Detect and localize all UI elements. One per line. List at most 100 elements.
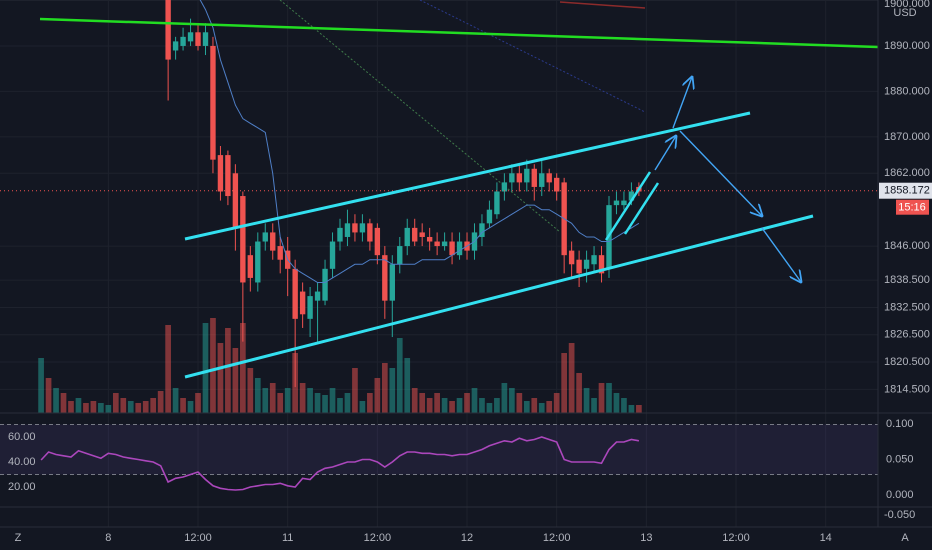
volume-bar: [606, 383, 612, 413]
volume-bar: [225, 328, 231, 413]
candle-body: [195, 32, 201, 46]
volume-bar: [456, 398, 463, 413]
candle-body: [426, 236, 433, 242]
candle-body: [509, 173, 515, 183]
volume-bar: [389, 368, 396, 413]
volume-bar: [367, 393, 373, 413]
volume-bar: [546, 401, 553, 413]
volume-bar: [157, 391, 164, 413]
volume-bar: [322, 395, 328, 413]
candle-body: [202, 32, 209, 46]
candle-body: [486, 209, 493, 224]
lower-tick-label: -0.050: [884, 509, 915, 521]
volume-bar: [561, 353, 568, 413]
rsi-tick-label: 40.00: [8, 456, 36, 468]
volume-bar: [434, 393, 440, 413]
candle-body: [329, 241, 336, 269]
volume-bar: [120, 398, 127, 413]
x-tick-label: 8: [105, 532, 111, 544]
x-tick-label: 12:00: [722, 532, 750, 544]
volume-bar: [105, 405, 112, 413]
candle-body: [553, 177, 560, 192]
candle-body: [187, 32, 194, 42]
candle-body: [531, 168, 537, 187]
candle-body: [404, 227, 410, 247]
volume-pane: [38, 318, 642, 413]
channel-upper: [184, 111, 751, 241]
candle-body: [344, 223, 351, 237]
candle-body: [262, 232, 268, 242]
candle-body: [165, 0, 171, 60]
volume-bar: [53, 388, 59, 413]
y-tick-label: 1820.500: [884, 356, 930, 368]
volume-bar: [60, 393, 67, 413]
volume-bar: [180, 398, 186, 413]
candle-body: [576, 259, 582, 274]
candle-body: [180, 36, 186, 46]
drawings: [39, 17, 879, 379]
y-tick-label: 1832.500: [884, 301, 930, 313]
indicator-lines: [279, 0, 646, 233]
volume-bar: [112, 393, 119, 413]
volume-bar: [68, 401, 74, 413]
candle-body: [255, 241, 261, 283]
candle-body: [412, 227, 418, 242]
candle-body: [479, 223, 485, 237]
volume-bar: [381, 363, 388, 413]
candle-body: [524, 168, 530, 183]
candle-body: [292, 268, 298, 319]
indicator-line: [419, 0, 646, 113]
volume-bar: [419, 393, 426, 413]
candle-body: [277, 246, 283, 260]
candle-body: [568, 250, 575, 265]
volume-bar: [83, 403, 89, 413]
candle-body: [441, 241, 448, 247]
volume-bar: [142, 401, 149, 413]
y-tick-label: 1870.000: [884, 131, 930, 143]
y-tick-label: 1890.000: [884, 40, 930, 52]
corner-label: A: [901, 532, 909, 544]
candle-body: [367, 223, 373, 242]
volume-bar: [523, 401, 530, 413]
candle-body: [247, 255, 254, 278]
candle-body: [299, 291, 306, 315]
candle-body: [322, 268, 328, 301]
candle-body: [240, 196, 246, 283]
volume-bar: [45, 378, 52, 413]
candle-body: [172, 41, 179, 51]
candle-body: [539, 173, 545, 187]
trend-line: [39, 17, 879, 49]
volume-bar: [307, 388, 313, 413]
volume-bar: [240, 323, 246, 413]
y2-tick-label: 0.100: [886, 418, 914, 430]
volume-bar: [613, 393, 620, 413]
candle-body: [397, 246, 403, 265]
volume-bar: [269, 383, 276, 413]
arrow: [672, 77, 692, 129]
candle-body: [419, 232, 425, 237]
volume-bar: [426, 398, 433, 413]
candle-body: [494, 191, 500, 215]
flag-line: [604, 171, 652, 241]
price-pane: [0, 0, 878, 388]
candle-body: [374, 227, 381, 256]
candle-body: [621, 200, 627, 206]
candle-body: [456, 241, 463, 256]
candle-body: [352, 223, 358, 233]
volume-bar: [486, 403, 493, 413]
volume-bar: [568, 343, 575, 413]
y2-tick-label: 0.050: [886, 453, 914, 465]
rsi-tick-label: 20.00: [8, 481, 36, 493]
volume-bar: [254, 378, 261, 413]
candle-body: [501, 182, 508, 192]
volume-bar: [299, 383, 306, 413]
volume-bar: [509, 388, 515, 413]
flag-line: [623, 182, 660, 235]
x-tick-label: 13: [640, 532, 652, 544]
volume-bar: [621, 398, 627, 413]
volume-bar: [187, 401, 194, 413]
volume-bar: [150, 398, 157, 413]
volume-bar: [277, 393, 284, 413]
